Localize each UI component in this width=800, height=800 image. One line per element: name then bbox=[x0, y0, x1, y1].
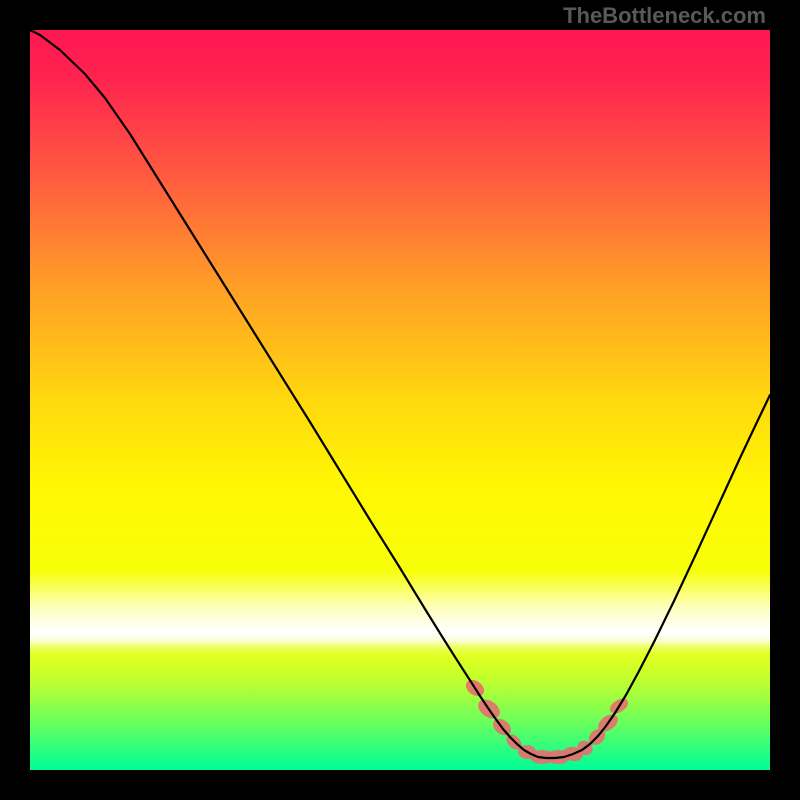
chart-frame: TheBottleneck.com bbox=[0, 0, 800, 800]
frame-border-bottom bbox=[0, 770, 800, 800]
chart-svg bbox=[30, 30, 770, 770]
frame-border-left bbox=[0, 0, 30, 800]
gradient-background bbox=[30, 30, 770, 770]
watermark-text: TheBottleneck.com bbox=[563, 3, 766, 29]
plot-area bbox=[30, 30, 770, 770]
frame-border-right bbox=[770, 0, 800, 800]
